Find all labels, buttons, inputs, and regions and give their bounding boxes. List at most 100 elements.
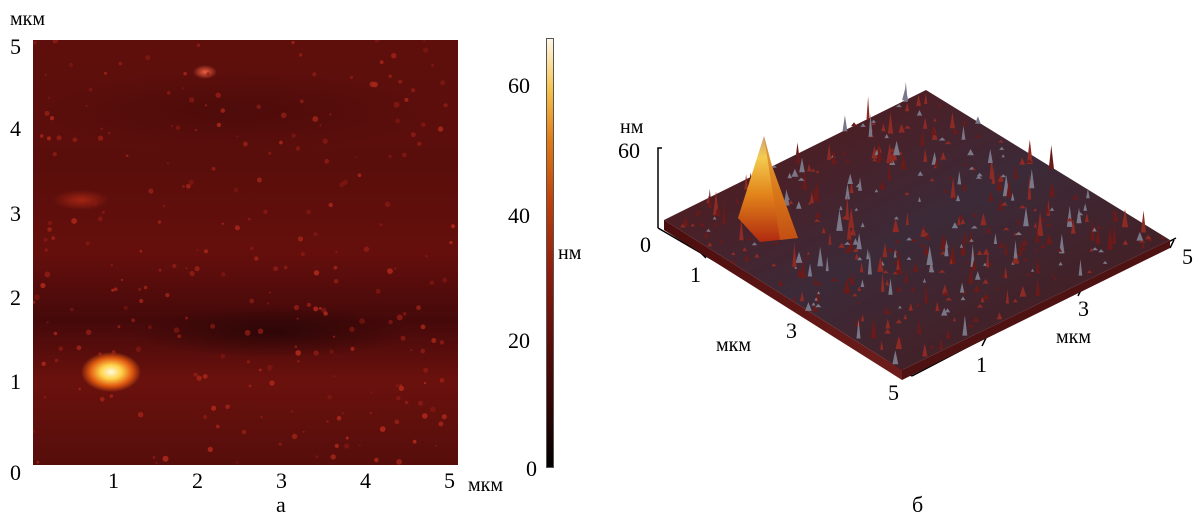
- surface-grain: [234, 225, 240, 231]
- surface-spike: [836, 209, 843, 231]
- surface-spike: [866, 96, 870, 120]
- surface-front-right: [902, 240, 1170, 380]
- surface-grain: [328, 202, 333, 208]
- surface-grain: [421, 122, 426, 128]
- surface-grain: [402, 311, 407, 316]
- z-tick-0: 0: [640, 232, 651, 257]
- surface-spike: [860, 314, 865, 322]
- surface-grain: [100, 127, 103, 130]
- surface-spike: [844, 246, 852, 253]
- surface-spike: [1025, 272, 1032, 276]
- y-tick-3: 3: [10, 201, 21, 226]
- surface-grain: [374, 457, 379, 463]
- surface-grain: [215, 424, 220, 429]
- surface-spike: [956, 194, 961, 202]
- surface-grain: [319, 124, 322, 127]
- surface-grain: [312, 72, 317, 77]
- surface-grain: [188, 179, 194, 186]
- surface-spike: [797, 267, 803, 277]
- surface-spike: [904, 269, 908, 283]
- surface-spike: [877, 139, 881, 163]
- surface-spike: [715, 207, 721, 217]
- surface-grain: [120, 278, 123, 281]
- surface-spike: [814, 179, 820, 202]
- surface-spike: [971, 259, 977, 271]
- surface-grain: [349, 326, 355, 332]
- surface-spike: [1000, 174, 1007, 178]
- surface-spike: [922, 226, 926, 230]
- y-tick-4: 4: [10, 116, 21, 141]
- surface-spike: [1035, 256, 1040, 274]
- surface-grain: [221, 272, 226, 277]
- surface-grain: [165, 293, 170, 298]
- surface-grain: [206, 72, 210, 76]
- colorbar-tick-0: 0: [526, 456, 537, 481]
- surface-grain: [440, 80, 446, 86]
- surface-spike: [682, 216, 689, 226]
- surface-grain: [281, 112, 287, 119]
- surface-spike: [886, 247, 894, 252]
- surface-spike: [739, 218, 744, 241]
- surface-grain: [326, 420, 329, 423]
- surface-spike: [938, 269, 946, 273]
- surface-spike: [1006, 179, 1012, 198]
- surface-spike: [998, 197, 1003, 211]
- surface-grain: [246, 360, 251, 364]
- surface-spike: [1041, 217, 1047, 221]
- surface-grain: [93, 201, 98, 206]
- surface-grain: [299, 99, 304, 104]
- surface-spike: [850, 271, 855, 285]
- surface-spike: [898, 305, 902, 309]
- surface-spike: [976, 172, 983, 177]
- x-axis-unit-label: мкм: [468, 474, 504, 496]
- surface-front-left: [664, 220, 902, 380]
- surface-grain: [313, 306, 319, 312]
- surface-spike: [895, 286, 903, 292]
- surface-spike: [1004, 242, 1008, 255]
- surface-spike: [771, 263, 777, 267]
- surface-spike: [989, 156, 994, 180]
- surface-spike: [797, 177, 805, 181]
- surface-spike: [922, 278, 926, 283]
- surface-grain: [449, 241, 453, 245]
- surface-spike: [893, 249, 898, 254]
- surface-spike: [847, 173, 853, 184]
- surface-grain: [438, 126, 444, 132]
- surface-spike: [825, 256, 829, 272]
- surface-spike: [1017, 218, 1021, 225]
- surface-grain: [294, 345, 298, 349]
- surface-spike: [751, 242, 758, 246]
- surface-grain: [329, 113, 332, 116]
- afm-surface-3d: [657, 82, 1177, 380]
- surface-spike: [1029, 168, 1035, 189]
- surface-grain: [44, 73, 47, 76]
- surface-grain: [175, 125, 181, 130]
- surface-spike: [962, 180, 966, 191]
- surface-spike: [918, 196, 921, 202]
- surface-spike: [817, 291, 821, 295]
- surface-spike: [1107, 226, 1113, 250]
- surface-spike: [800, 291, 805, 302]
- surface-spike: [707, 242, 713, 247]
- surface-spike: [962, 290, 968, 294]
- surface-grain: [375, 288, 381, 294]
- surface-grain: [423, 381, 427, 385]
- surface-spike: [1019, 157, 1026, 165]
- surface-spike: [806, 251, 810, 255]
- surface-spike: [857, 256, 863, 261]
- right-axis-tick-1: [981, 337, 987, 347]
- surface-dots-layer: [33, 40, 455, 465]
- surface-spike: [922, 343, 928, 357]
- surface-spike: [1045, 233, 1053, 245]
- surface-spike: [996, 286, 1000, 290]
- surface-spike: [871, 122, 876, 125]
- surface-grain: [225, 404, 230, 410]
- surface-spike: [874, 189, 879, 193]
- surface-spike: [986, 249, 990, 268]
- surface-spike: [857, 301, 861, 305]
- surface-spike: [975, 175, 982, 179]
- surface-spike: [923, 117, 928, 129]
- surface-grain: [70, 307, 74, 312]
- surface-spike: [1015, 231, 1022, 235]
- surface-spike: [972, 167, 976, 171]
